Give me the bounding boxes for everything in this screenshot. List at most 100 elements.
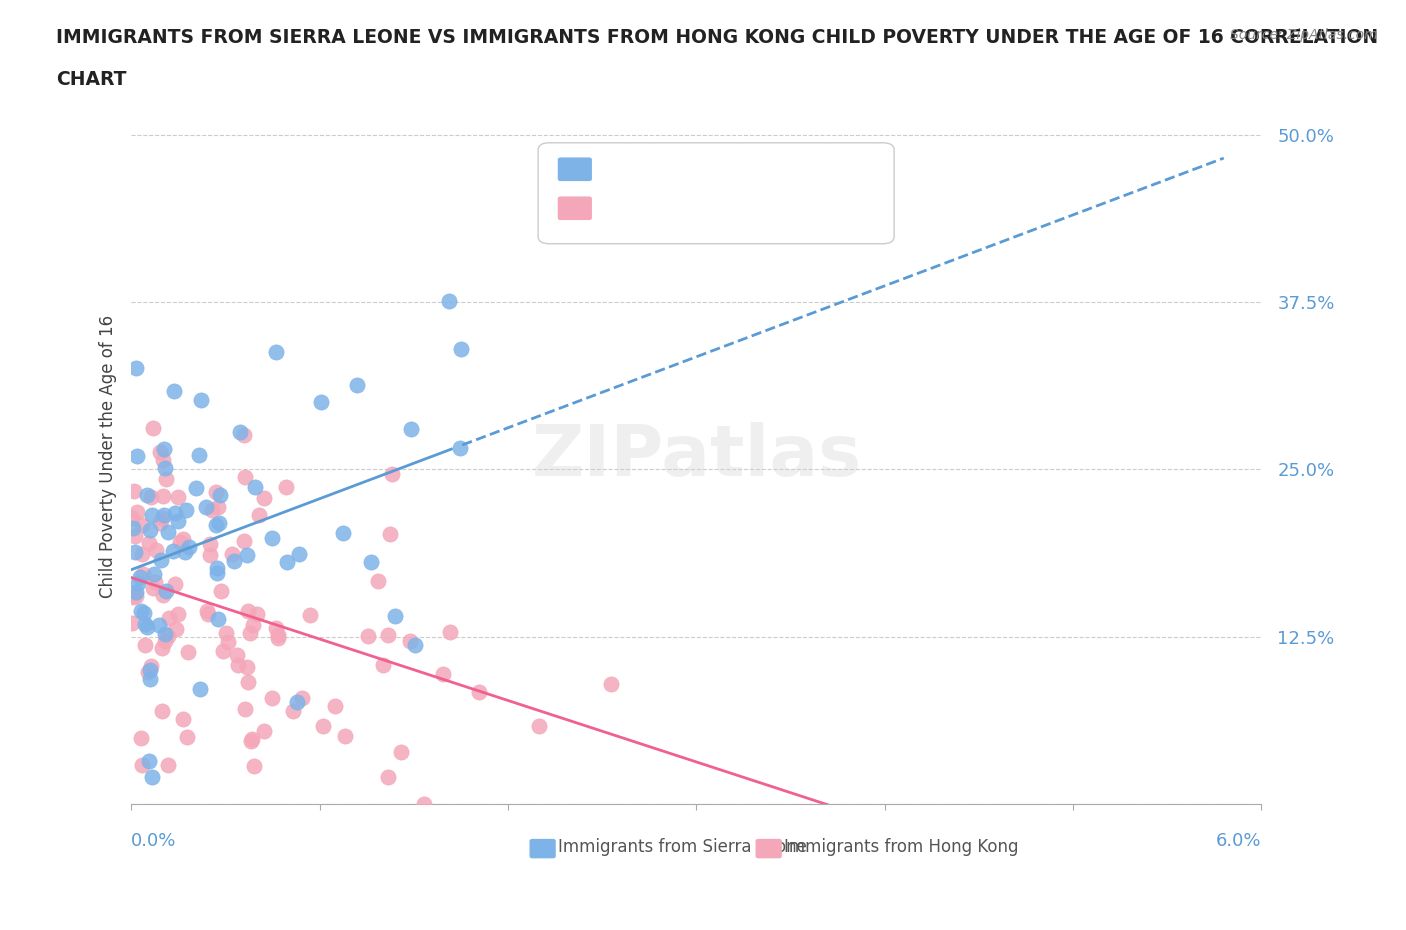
- Point: [127, 504, 149, 519]
- Point: [145, 543, 167, 558]
- Point: [141, 770, 163, 785]
- Point: [172, 532, 194, 547]
- Point: [233, 428, 256, 443]
- Point: [122, 484, 145, 498]
- Text: 0.0%: 0.0%: [131, 832, 177, 850]
- Point: [184, 481, 207, 496]
- FancyBboxPatch shape: [538, 143, 894, 244]
- Point: [371, 658, 394, 672]
- Point: [131, 517, 153, 532]
- Point: [169, 535, 191, 550]
- Point: [243, 759, 266, 774]
- Point: [198, 537, 221, 551]
- Point: [142, 420, 165, 435]
- Point: [124, 529, 146, 544]
- Point: [264, 345, 287, 360]
- Text: Immigrants from Hong Kong: Immigrants from Hong Kong: [785, 838, 1019, 857]
- Point: [176, 729, 198, 744]
- Point: [125, 589, 148, 604]
- Point: [246, 606, 269, 621]
- Point: [239, 625, 262, 640]
- Point: [142, 567, 165, 582]
- Point: [139, 671, 162, 686]
- Point: [142, 581, 165, 596]
- Point: [163, 383, 186, 398]
- Point: [190, 392, 212, 407]
- Point: [238, 674, 260, 689]
- Y-axis label: Child Poverty Under the Age of 16: Child Poverty Under the Age of 16: [100, 314, 117, 598]
- Point: [404, 638, 426, 653]
- Point: [283, 703, 305, 718]
- Point: [309, 394, 332, 409]
- Point: [124, 361, 146, 376]
- Point: [449, 441, 471, 456]
- Point: [190, 682, 212, 697]
- Point: [173, 545, 195, 560]
- Point: [134, 637, 156, 652]
- Point: [122, 589, 145, 604]
- Point: [152, 588, 174, 603]
- FancyBboxPatch shape: [558, 158, 592, 180]
- Point: [432, 666, 454, 681]
- Point: [125, 585, 148, 600]
- Point: [148, 618, 170, 632]
- Text: Source: ZipAtlas.com: Source: ZipAtlas.com: [1230, 28, 1378, 42]
- Point: [236, 659, 259, 674]
- Point: [221, 546, 243, 561]
- Point: [222, 553, 245, 568]
- Point: [288, 546, 311, 561]
- Point: [207, 499, 229, 514]
- Point: [132, 566, 155, 581]
- Point: [162, 544, 184, 559]
- Point: [176, 644, 198, 659]
- Point: [131, 547, 153, 562]
- Text: Immigrants from Sierra Leone: Immigrants from Sierra Leone: [558, 838, 807, 857]
- Point: [253, 491, 276, 506]
- Point: [276, 479, 298, 494]
- Point: [167, 490, 190, 505]
- Point: [229, 424, 252, 439]
- Point: [121, 511, 143, 525]
- Point: [157, 610, 180, 625]
- Point: [129, 604, 152, 618]
- Point: [152, 489, 174, 504]
- Point: [260, 531, 283, 546]
- Point: [157, 525, 180, 539]
- Point: [163, 577, 186, 591]
- Point: [136, 619, 159, 634]
- Point: [125, 448, 148, 463]
- Point: [141, 658, 163, 673]
- Point: [139, 523, 162, 538]
- Text: ZIPatlas: ZIPatlas: [531, 421, 862, 490]
- Point: [129, 730, 152, 745]
- Point: [131, 758, 153, 773]
- Text: R = -0.306   N = 99: R = -0.306 N = 99: [598, 199, 759, 218]
- Point: [323, 698, 346, 713]
- Point: [208, 515, 231, 530]
- Point: [150, 704, 173, 719]
- Point: [139, 490, 162, 505]
- Point: [188, 448, 211, 463]
- Point: [332, 525, 354, 540]
- Point: [165, 505, 187, 520]
- Point: [378, 526, 401, 541]
- Point: [264, 621, 287, 636]
- Point: [129, 569, 152, 584]
- Point: [253, 724, 276, 738]
- Point: [152, 452, 174, 467]
- Point: [207, 565, 229, 580]
- Point: [121, 616, 143, 631]
- Point: [367, 574, 389, 589]
- Text: 6.0%: 6.0%: [1216, 832, 1261, 850]
- Point: [198, 548, 221, 563]
- Point: [389, 744, 412, 759]
- Point: [239, 734, 262, 749]
- Point: [177, 539, 200, 554]
- Point: [233, 534, 256, 549]
- FancyBboxPatch shape: [756, 840, 782, 857]
- Point: [155, 472, 177, 486]
- Point: [174, 503, 197, 518]
- Point: [236, 547, 259, 562]
- Point: [209, 584, 232, 599]
- Point: [132, 605, 155, 620]
